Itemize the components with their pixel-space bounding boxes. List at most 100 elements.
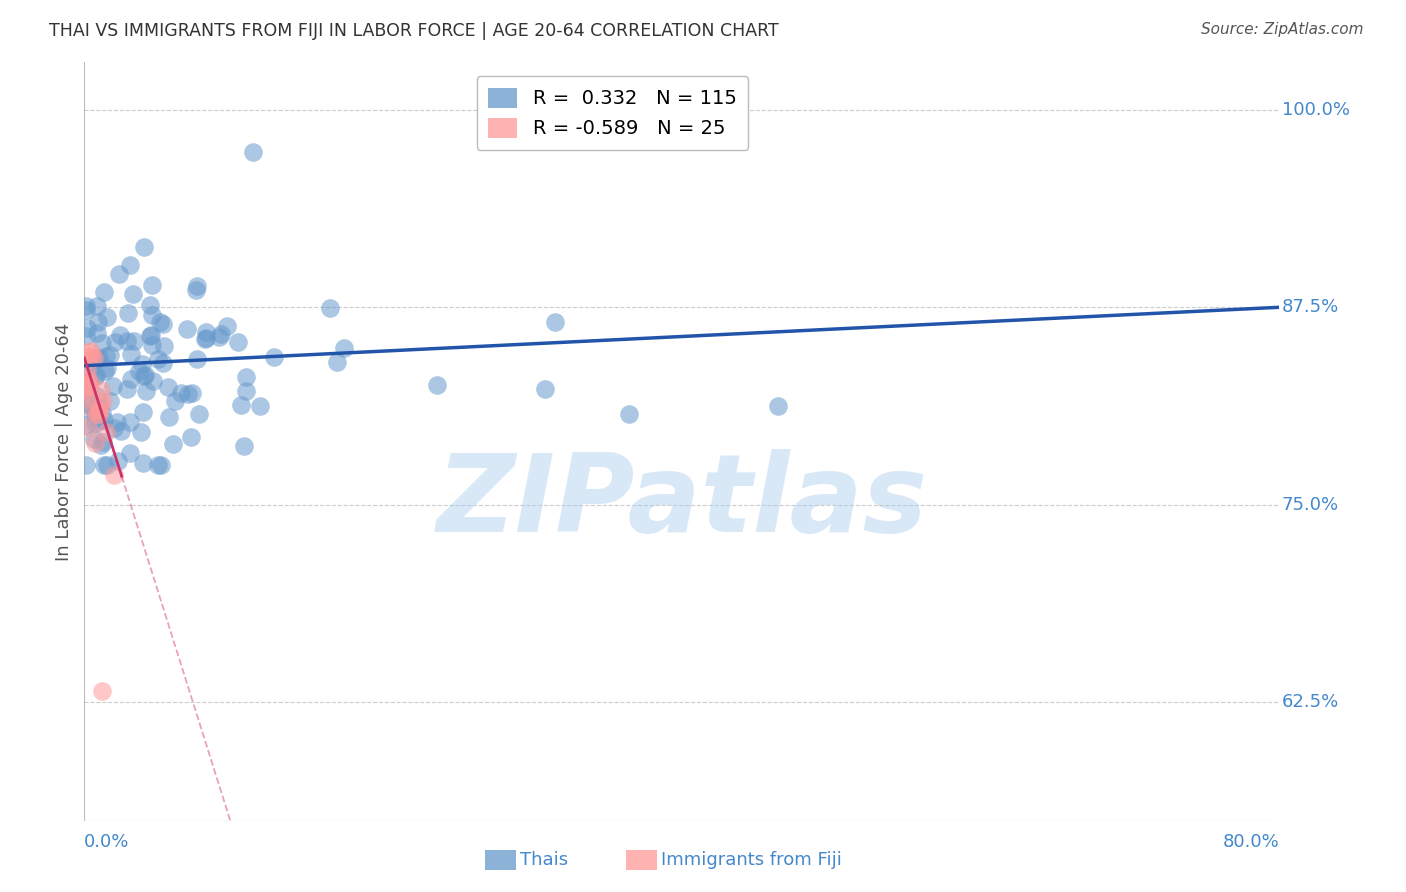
Point: [235, 370, 257, 384]
Point: [162, 437, 184, 451]
Point: [141, 328, 163, 343]
Point: [93, 413, 115, 427]
Point: [86, 351, 108, 366]
Point: [103, 379, 125, 393]
Point: [83, 369, 105, 384]
Point: [120, 346, 142, 360]
Point: [84, 368, 107, 383]
Point: [235, 384, 257, 399]
Point: [98, 348, 121, 362]
Point: [149, 458, 172, 473]
Point: [96, 310, 118, 324]
Point: [75, 458, 97, 473]
Point: [76, 397, 98, 411]
Point: [118, 415, 141, 429]
Point: [141, 338, 163, 352]
Point: [149, 315, 172, 329]
Point: [105, 415, 128, 429]
Point: [766, 399, 789, 413]
Point: [96, 349, 118, 363]
Point: [186, 284, 208, 298]
Point: [77, 372, 100, 386]
Point: [87, 351, 110, 365]
Point: [90, 438, 112, 452]
Text: THAI VS IMMIGRANTS FROM FIJI IN LABOR FORCE | AGE 20-64 CORRELATION CHART: THAI VS IMMIGRANTS FROM FIJI IN LABOR FO…: [49, 22, 779, 40]
Y-axis label: In Labor Force | Age 20-64: In Labor Force | Age 20-64: [55, 322, 73, 561]
Point: [325, 355, 347, 369]
Point: [91, 434, 114, 449]
Point: [77, 373, 100, 387]
Point: [263, 350, 285, 364]
Point: [181, 385, 204, 400]
Point: [194, 330, 217, 344]
Point: [156, 380, 179, 394]
Point: [83, 403, 105, 417]
Point: [152, 356, 174, 370]
Point: [75, 380, 97, 394]
Text: 0.0%: 0.0%: [84, 833, 129, 851]
Point: [83, 351, 105, 365]
Point: [75, 392, 97, 407]
Point: [142, 374, 165, 388]
Point: [148, 351, 170, 366]
Point: [617, 407, 640, 421]
Point: [103, 468, 125, 483]
Text: ZIPatlas: ZIPatlas: [436, 450, 928, 555]
Point: [228, 335, 250, 350]
Point: [138, 329, 160, 343]
Point: [75, 383, 97, 397]
Point: [128, 364, 150, 378]
Point: [83, 406, 105, 420]
Point: [91, 684, 114, 698]
Point: [91, 392, 114, 407]
Point: [120, 446, 142, 460]
Text: Immigrants from Fiji: Immigrants from Fiji: [661, 851, 842, 869]
Text: 62.5%: 62.5%: [1282, 693, 1339, 711]
Point: [75, 328, 97, 343]
Point: [134, 368, 156, 383]
Point: [152, 318, 174, 332]
Point: [77, 344, 100, 359]
Point: [86, 299, 108, 313]
Point: [75, 386, 97, 401]
Point: [233, 439, 256, 453]
Point: [94, 364, 117, 378]
Point: [90, 407, 112, 421]
Point: [90, 383, 112, 397]
Point: [124, 334, 146, 348]
Point: [75, 302, 97, 317]
Point: [79, 362, 101, 376]
Point: [141, 278, 163, 293]
Point: [75, 373, 97, 387]
Point: [104, 335, 127, 350]
Point: [426, 378, 449, 392]
Point: [96, 361, 118, 376]
Point: [87, 403, 110, 417]
Point: [83, 416, 105, 430]
Point: [89, 407, 111, 421]
Point: [170, 385, 193, 400]
Text: 80.0%: 80.0%: [1223, 833, 1279, 851]
Point: [86, 326, 108, 341]
Point: [93, 458, 115, 473]
Point: [215, 319, 238, 334]
Text: 75.0%: 75.0%: [1282, 496, 1339, 514]
Point: [131, 357, 153, 371]
Point: [135, 384, 157, 399]
Point: [534, 382, 557, 396]
Point: [132, 240, 155, 254]
Point: [76, 363, 98, 377]
Point: [121, 286, 143, 301]
Text: 100.0%: 100.0%: [1282, 101, 1350, 119]
Text: 87.5%: 87.5%: [1282, 298, 1339, 317]
Point: [187, 407, 209, 421]
Point: [180, 430, 202, 444]
Point: [75, 417, 97, 432]
Point: [93, 285, 115, 299]
Point: [80, 344, 103, 359]
Point: [208, 330, 231, 344]
Point: [86, 389, 108, 403]
Point: [87, 400, 110, 414]
Text: Thais: Thais: [520, 851, 568, 869]
Point: [86, 407, 108, 421]
